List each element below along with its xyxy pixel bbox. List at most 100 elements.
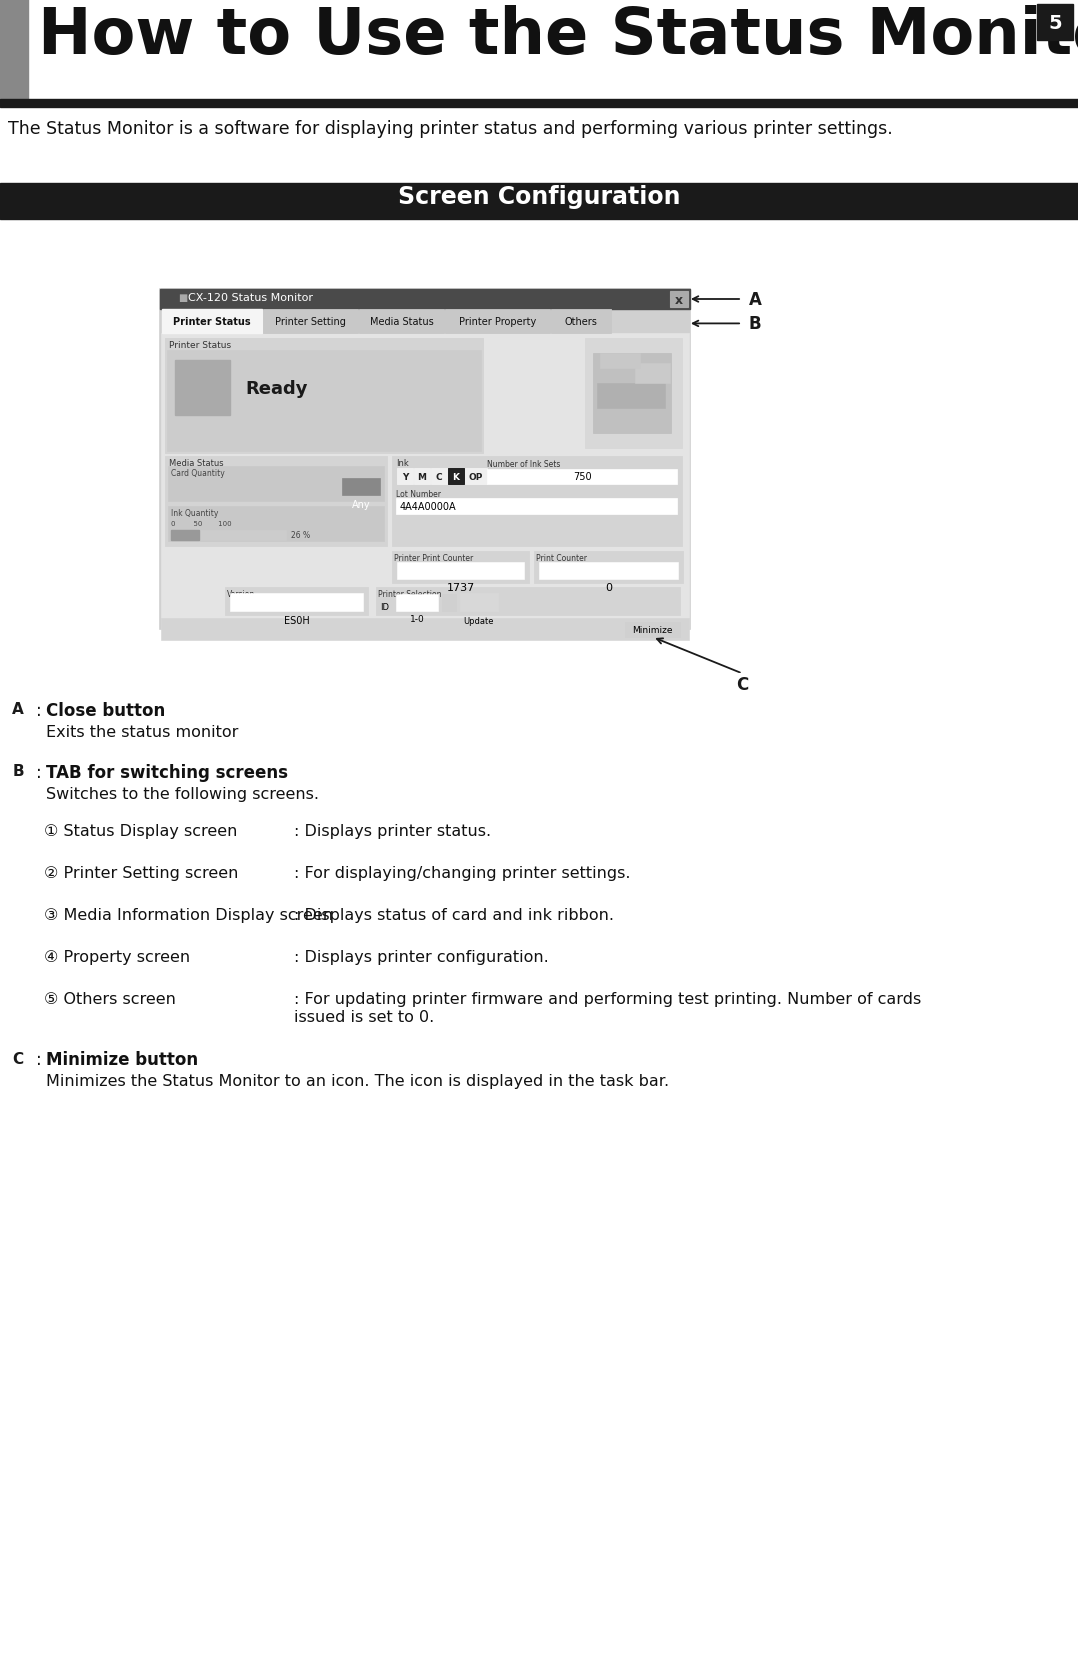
Text: issued is set to 0.: issued is set to 0. bbox=[294, 1010, 434, 1025]
Text: How to Use the Status Monitor: How to Use the Status Monitor bbox=[38, 5, 1078, 67]
Bar bbox=[396, 594, 438, 612]
Bar bbox=[165, 339, 483, 454]
Text: Minimize button: Minimize button bbox=[46, 1050, 198, 1068]
Bar bbox=[585, 339, 682, 449]
Text: ② Printer Setting screen: ② Printer Setting screen bbox=[44, 865, 238, 880]
Bar bbox=[161, 334, 689, 629]
Text: CX-120 Status Monitor: CX-120 Status Monitor bbox=[188, 293, 313, 303]
Bar bbox=[431, 469, 447, 484]
Text: TAB for switching screens: TAB for switching screens bbox=[46, 764, 288, 782]
Bar bbox=[442, 594, 456, 612]
Bar bbox=[414, 469, 430, 484]
Bar bbox=[8, 762, 28, 782]
Text: Version: Version bbox=[227, 589, 255, 599]
Text: 0        50       100: 0 50 100 bbox=[171, 521, 232, 527]
Text: ■: ■ bbox=[178, 293, 188, 303]
Text: Switches to the following screens.: Switches to the following screens. bbox=[46, 787, 319, 802]
Text: Printer Status: Printer Status bbox=[174, 316, 251, 326]
Bar bbox=[171, 531, 199, 541]
Text: Printer Status: Printer Status bbox=[169, 341, 231, 349]
Text: ⑤ Others screen: ⑤ Others screen bbox=[44, 992, 176, 1007]
Text: Media Status: Media Status bbox=[370, 316, 433, 326]
Text: A: A bbox=[12, 702, 24, 717]
Bar bbox=[625, 622, 680, 637]
Bar bbox=[397, 562, 524, 579]
Text: :: : bbox=[36, 702, 52, 719]
Bar bbox=[551, 310, 611, 334]
Text: K: K bbox=[453, 473, 459, 481]
Text: Number of Ink Sets: Number of Ink Sets bbox=[487, 459, 561, 469]
Bar bbox=[534, 552, 683, 584]
Bar bbox=[593, 354, 671, 434]
Text: : Displays printer configuration.: : Displays printer configuration. bbox=[294, 950, 549, 965]
Bar bbox=[597, 384, 665, 409]
Text: Card Quantity: Card Quantity bbox=[171, 469, 224, 478]
Text: Close button: Close button bbox=[46, 702, 165, 719]
Bar bbox=[161, 619, 689, 641]
Text: 26 %: 26 % bbox=[291, 531, 310, 541]
Bar bbox=[465, 469, 487, 484]
Bar bbox=[392, 456, 682, 547]
Bar bbox=[8, 699, 28, 719]
Bar bbox=[168, 508, 384, 542]
Text: Update: Update bbox=[464, 616, 494, 626]
Bar bbox=[0, 0, 28, 105]
Bar bbox=[635, 364, 671, 384]
Text: 5: 5 bbox=[1048, 13, 1062, 33]
Bar bbox=[460, 594, 498, 612]
Bar bbox=[730, 674, 756, 696]
Bar bbox=[263, 310, 358, 334]
Bar bbox=[167, 351, 481, 451]
Text: B: B bbox=[12, 764, 24, 779]
Text: C: C bbox=[13, 1052, 24, 1067]
Bar bbox=[162, 310, 262, 334]
Bar bbox=[539, 562, 678, 579]
Bar bbox=[487, 469, 677, 484]
Text: ③ Media Information Display screen: ③ Media Information Display screen bbox=[44, 907, 333, 922]
Bar bbox=[342, 479, 381, 496]
Text: The Status Monitor is a software for displaying printer status and performing va: The Status Monitor is a software for dis… bbox=[8, 120, 893, 138]
Text: Any: Any bbox=[351, 499, 371, 509]
Text: Others: Others bbox=[565, 316, 597, 326]
Text: Exits the status monitor: Exits the status monitor bbox=[46, 724, 238, 739]
Bar bbox=[448, 469, 464, 484]
Circle shape bbox=[179, 364, 226, 411]
Text: : For displaying/changing printer settings.: : For displaying/changing printer settin… bbox=[294, 865, 631, 880]
Text: Ink: Ink bbox=[396, 459, 409, 468]
Bar bbox=[171, 531, 286, 541]
Text: B: B bbox=[749, 314, 761, 333]
Text: 4A4A0000A: 4A4A0000A bbox=[400, 503, 457, 513]
Bar bbox=[165, 456, 387, 547]
Text: : Displays status of card and ink ribbon.: : Displays status of card and ink ribbon… bbox=[294, 907, 614, 922]
Text: Minimizes the Status Monitor to an icon. The icon is displayed in the task bar.: Minimizes the Status Monitor to an icon.… bbox=[46, 1073, 669, 1088]
Text: Print Counter: Print Counter bbox=[536, 554, 588, 562]
Text: : For updating printer firmware and performing test printing. Number of cards: : For updating printer firmware and perf… bbox=[294, 992, 922, 1007]
Bar bbox=[1037, 5, 1073, 42]
Bar bbox=[175, 361, 230, 416]
Text: ID: ID bbox=[381, 602, 389, 612]
Text: Y: Y bbox=[402, 473, 409, 481]
Text: :: : bbox=[36, 764, 52, 782]
Text: Ink Quantity: Ink Quantity bbox=[171, 509, 219, 518]
Bar bbox=[445, 310, 550, 334]
Text: OP: OP bbox=[469, 473, 483, 481]
Text: 0: 0 bbox=[605, 582, 612, 592]
Bar bbox=[160, 290, 690, 310]
Text: C: C bbox=[736, 676, 748, 694]
Text: 750: 750 bbox=[572, 471, 592, 481]
Text: ① Status Display screen: ① Status Display screen bbox=[44, 824, 237, 839]
Bar bbox=[671, 291, 688, 308]
Text: C: C bbox=[436, 473, 442, 481]
Text: : Displays printer status.: : Displays printer status. bbox=[294, 824, 492, 839]
Text: Media Status: Media Status bbox=[169, 459, 223, 468]
Text: M: M bbox=[417, 473, 427, 481]
Text: Printer Selection: Printer Selection bbox=[378, 589, 442, 599]
Bar bbox=[396, 499, 677, 514]
Text: A: A bbox=[748, 291, 761, 310]
Text: Printer Print Counter: Printer Print Counter bbox=[393, 554, 473, 562]
Text: 1-0: 1-0 bbox=[410, 616, 425, 624]
Text: :: : bbox=[36, 1050, 52, 1068]
Bar bbox=[376, 587, 680, 616]
Bar bbox=[230, 594, 363, 612]
Bar bbox=[742, 290, 768, 311]
